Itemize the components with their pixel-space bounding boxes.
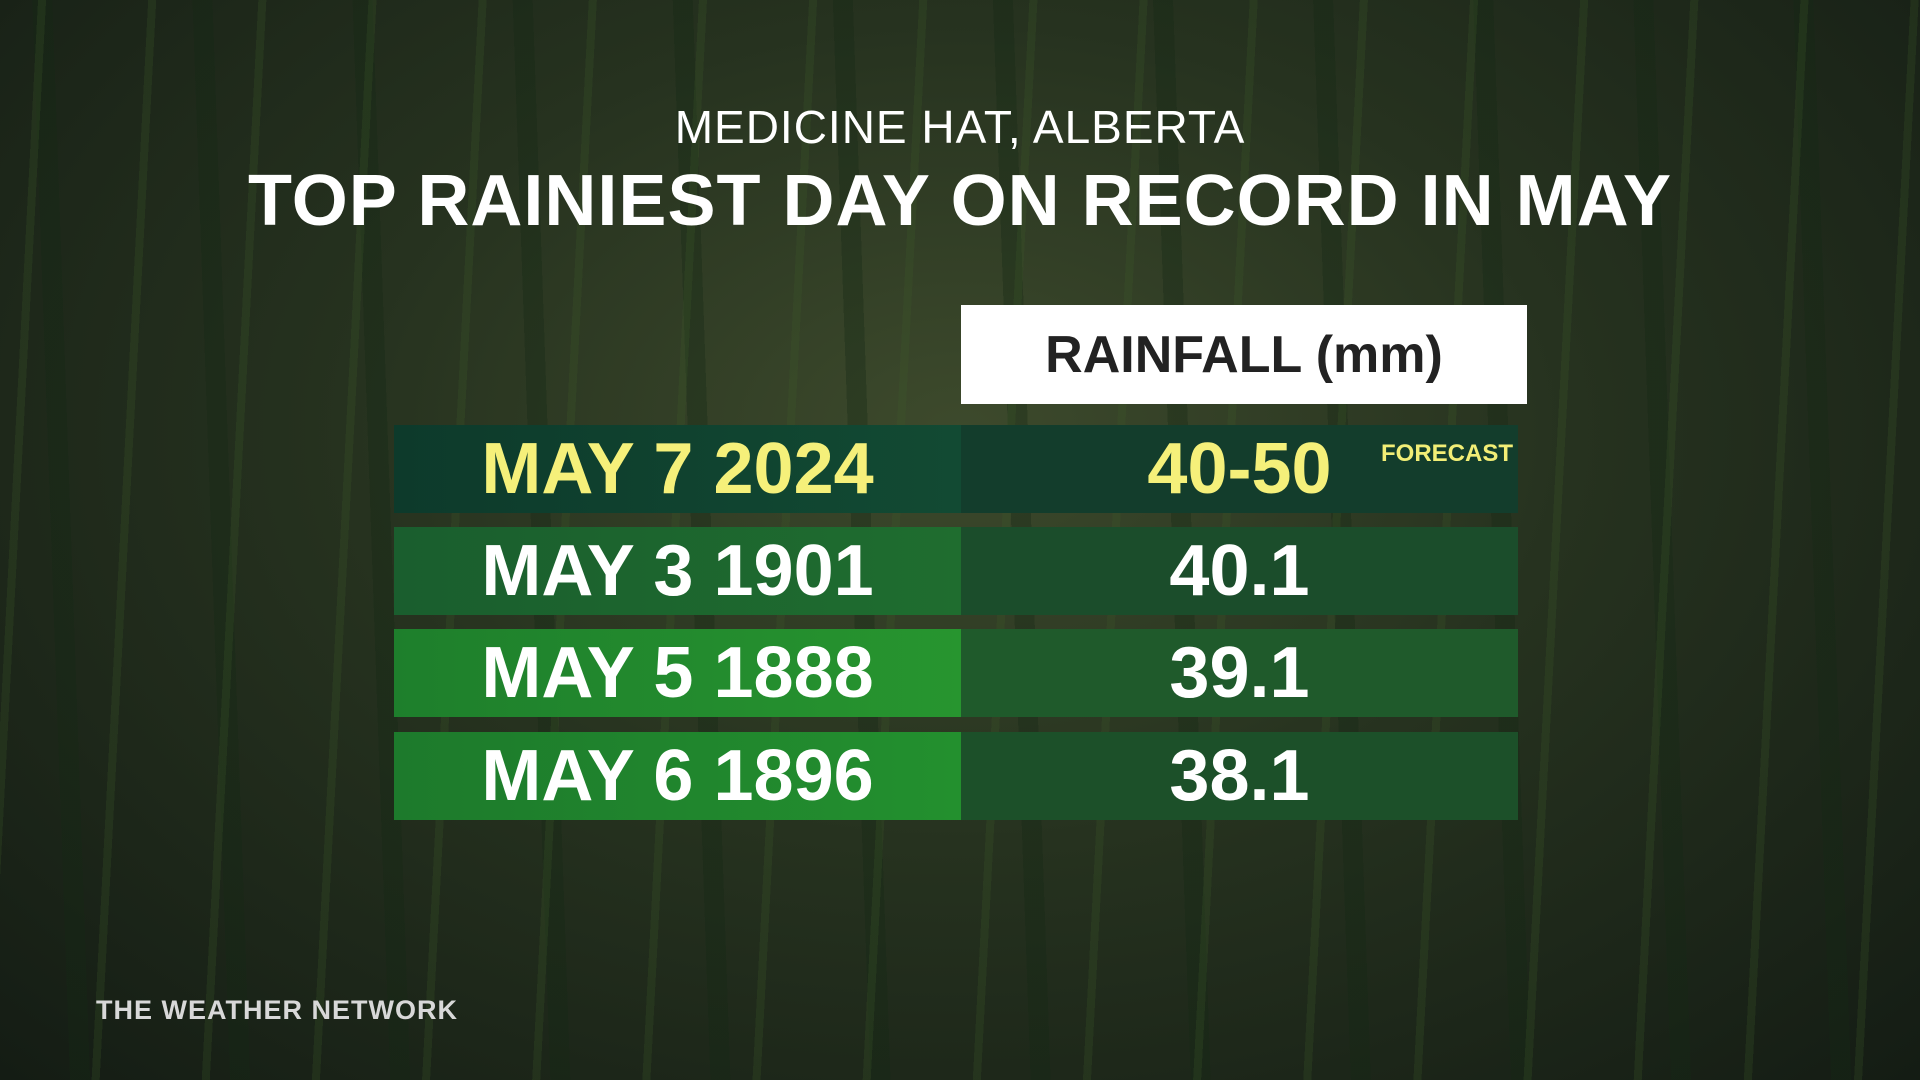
date-cell: MAY 5 1888	[394, 629, 961, 717]
rainfall-cell: 40-50	[961, 425, 1518, 513]
rainfall-cell: 38.1	[961, 732, 1518, 820]
rainfall-cell: 39.1	[961, 629, 1518, 717]
forecast-note: FORECAST	[1381, 440, 1513, 467]
brand: THE WEATHER NETWORK	[96, 995, 458, 1025]
rainfall-cell: 40.1	[961, 527, 1518, 615]
date-cell: MAY 3 1901	[394, 527, 961, 615]
column-header: RAINFALL (mm)	[961, 305, 1527, 404]
subtitle: MEDICINE HAT, ALBERTA	[674, 101, 1246, 153]
title: TOP RAINIEST DAY ON RECORD IN MAY	[248, 161, 1672, 241]
date-cell: MAY 6 1896	[394, 732, 961, 820]
date-cell: MAY 7 2024	[394, 425, 961, 513]
